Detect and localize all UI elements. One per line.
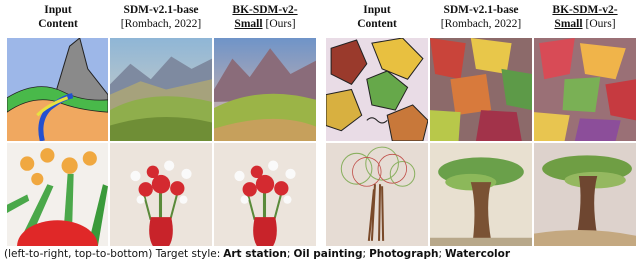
style-name: Art station <box>223 248 287 260</box>
baseline-image <box>430 38 532 141</box>
header-title: BK-SDM-v2- <box>552 4 617 16</box>
header-citation: [Rombach, 2022] <box>121 18 201 30</box>
column-header: SDM-v2.1-base [Rombach, 2022] <box>110 3 212 31</box>
header-line: BK-SDM-v2- <box>534 3 636 17</box>
baseline-image <box>110 143 212 246</box>
separator: ; <box>438 248 442 260</box>
header-line: Small [Ours] <box>214 17 316 31</box>
separator: ; <box>287 248 291 260</box>
header-line: Content <box>326 17 428 31</box>
style-name: Watercolor <box>445 248 510 260</box>
header-line: Input <box>7 3 109 17</box>
style-name: Oil painting <box>293 248 362 260</box>
input-image <box>326 143 428 246</box>
ours-image <box>214 38 316 141</box>
header-line: [Rombach, 2022] <box>430 17 532 31</box>
input-image <box>326 38 428 141</box>
caption: (left-to-right, top-to-bottom) Target st… <box>4 246 510 262</box>
header-line: SDM-v2.1-base <box>110 3 212 17</box>
header-line: BK-SDM-v2- <box>214 3 316 17</box>
image-grid <box>0 0 640 250</box>
ours-image <box>534 38 636 141</box>
header-line: SDM-v2.1-base <box>430 3 532 17</box>
column-header: BK-SDM-v2- Small [Ours] <box>534 3 636 31</box>
baseline-image <box>110 38 212 141</box>
separator: ; <box>363 248 367 260</box>
figure: (left-to-right, top-to-bottom) Target st… <box>0 0 640 264</box>
header-title: Small <box>234 18 262 30</box>
header-citation: [Ours] <box>266 18 296 30</box>
column-header: Input Content <box>326 3 428 31</box>
input-image <box>7 143 108 246</box>
header-title: Content <box>357 18 397 30</box>
header-title: Input <box>363 4 391 16</box>
style-name: Photograph <box>369 248 438 260</box>
column-header: Input Content <box>7 3 109 31</box>
input-image <box>7 38 108 141</box>
header-title: SDM-v2.1-base <box>123 4 198 16</box>
header-citation: [Ours] <box>586 18 616 30</box>
ours-image <box>534 143 636 246</box>
header-title: Content <box>38 18 78 30</box>
header-citation: [Rombach, 2022] <box>441 18 521 30</box>
header-line: Input <box>326 3 428 17</box>
column-header: BK-SDM-v2- Small [Ours] <box>214 3 316 31</box>
header-title: BK-SDM-v2- <box>232 4 297 16</box>
header-title: SDM-v2.1-base <box>443 4 518 16</box>
ours-image <box>214 143 316 246</box>
header-line: [Rombach, 2022] <box>110 17 212 31</box>
header-line: Content <box>7 17 109 31</box>
caption-text: (left-to-right, top-to-bottom) Target st… <box>4 248 220 260</box>
baseline-image <box>430 143 532 246</box>
column-header: SDM-v2.1-base [Rombach, 2022] <box>430 3 532 31</box>
header-title: Small <box>554 18 582 30</box>
header-title: Input <box>44 4 72 16</box>
header-line: Small [Ours] <box>534 17 636 31</box>
